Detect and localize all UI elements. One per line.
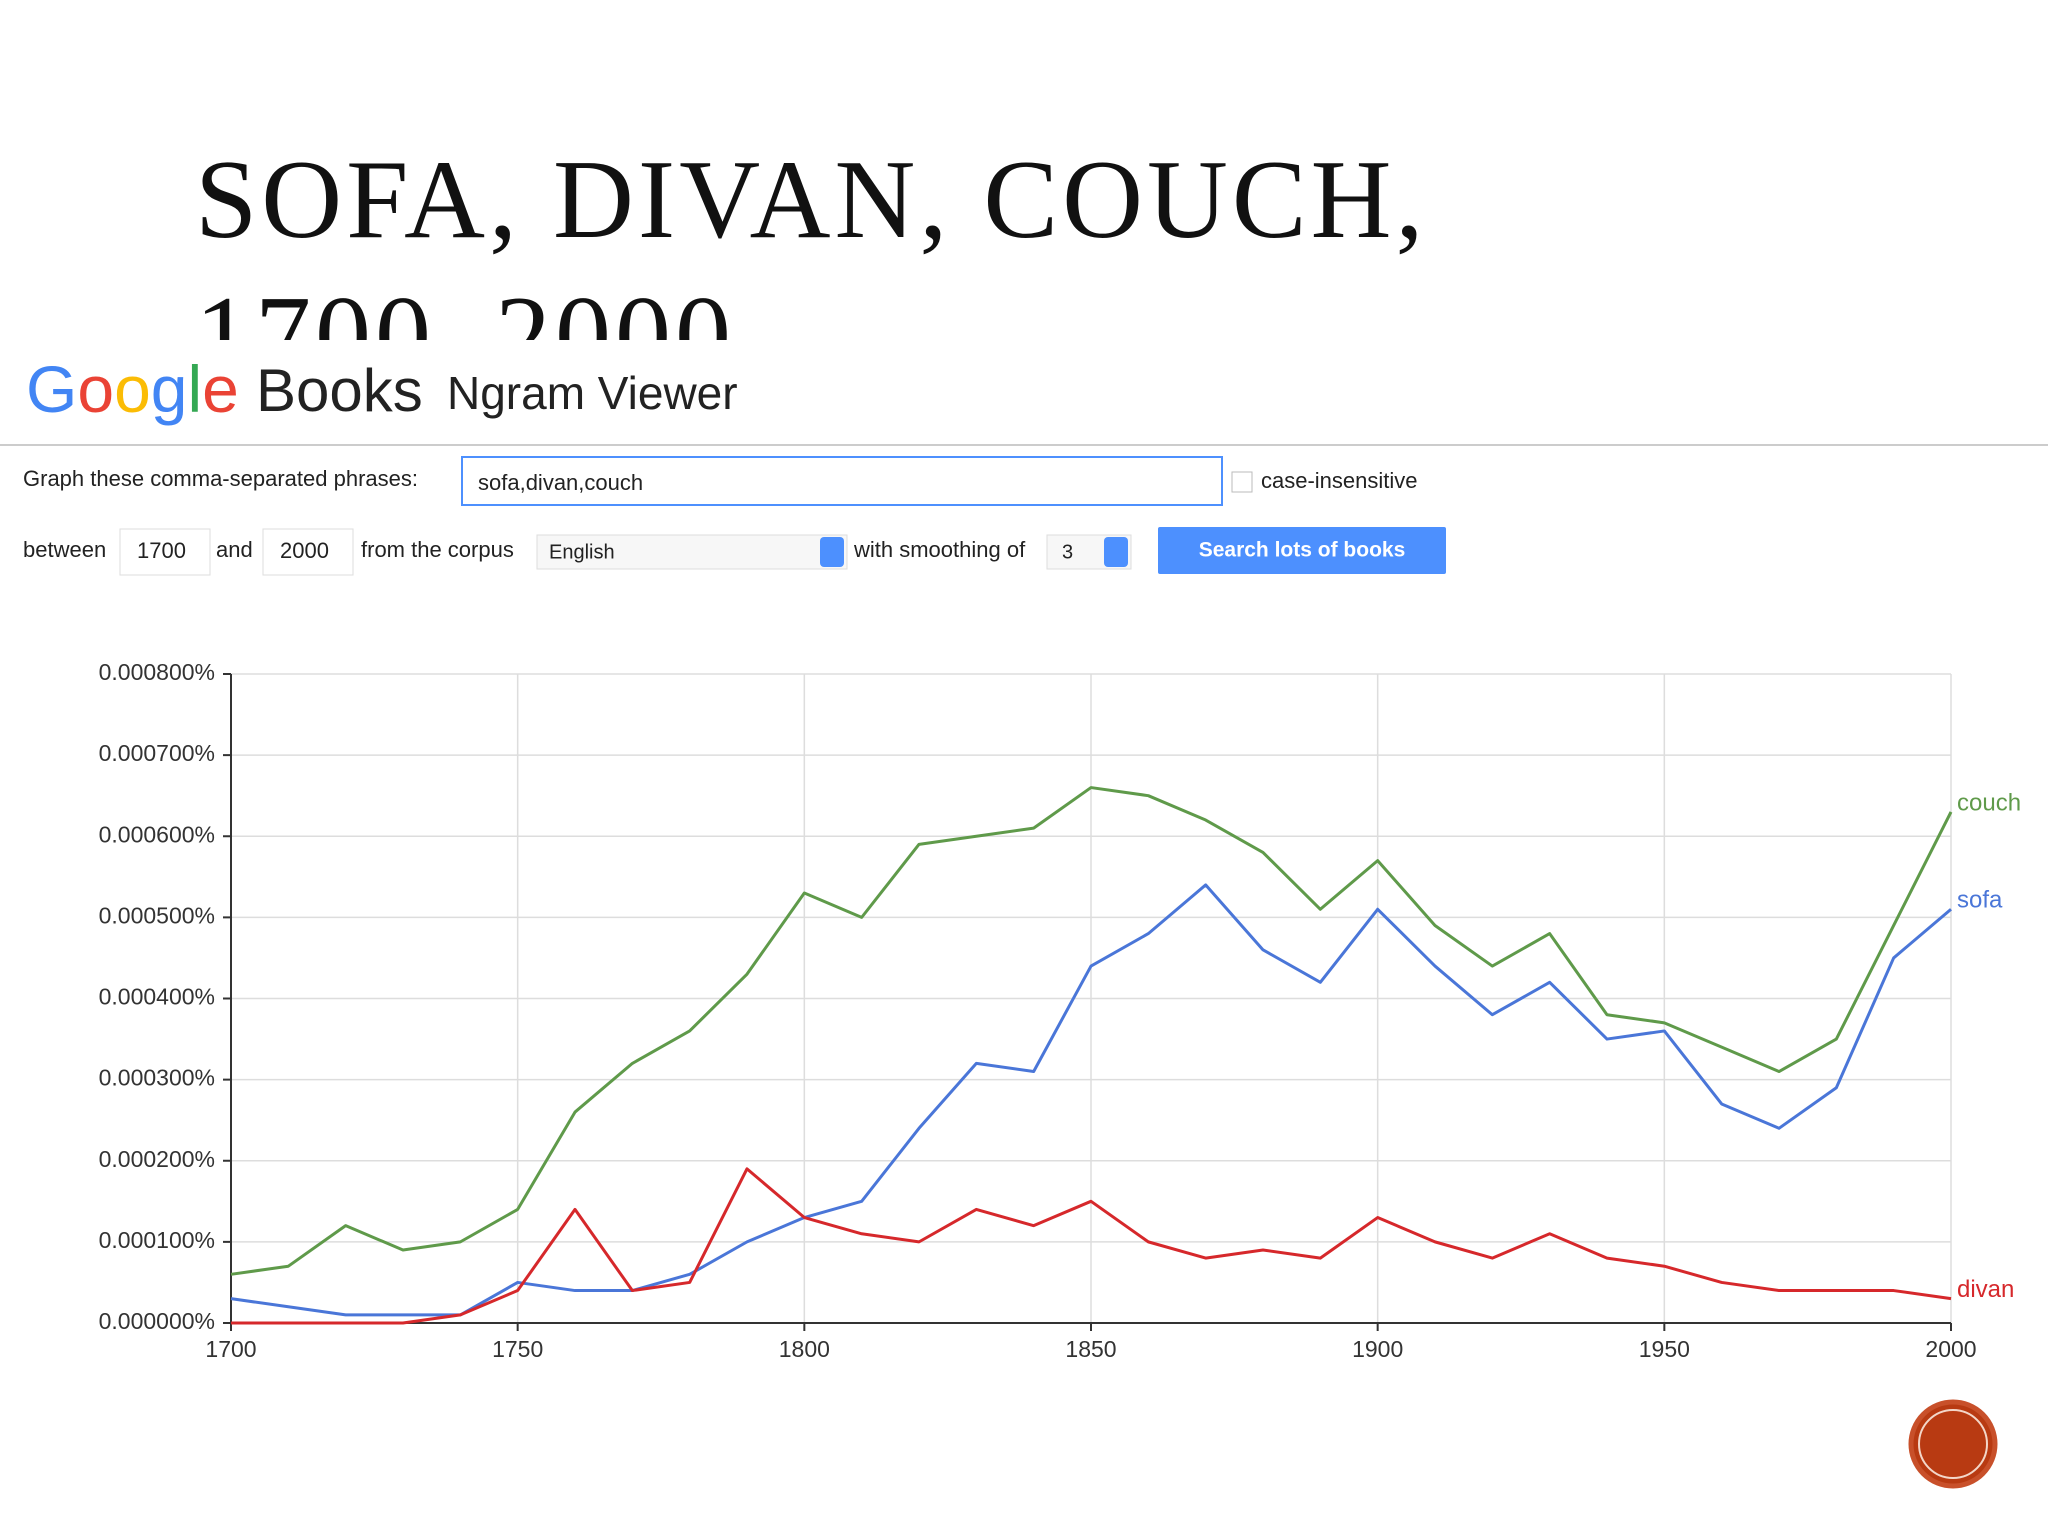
x-tick-label: 1800 (779, 1336, 830, 1362)
x-tick-label: 1750 (492, 1336, 543, 1362)
y-tick-label: 0.000300% (99, 1065, 215, 1091)
case-checkbox[interactable] (1231, 471, 1253, 493)
series-line (230, 786, 1953, 1276)
phrases-value: sofa,divan,couch (478, 470, 643, 495)
x-tick-label: 1950 (1639, 1336, 1690, 1362)
series-line (231, 1167, 1952, 1325)
series-line (230, 883, 1952, 1317)
x-tick-label: 1850 (1065, 1336, 1116, 1362)
phrases-label: Graph these comma-separated phrases: (23, 466, 418, 491)
smoothing-label: with smoothing of (853, 537, 1026, 562)
logo-ngram: Ngram Viewer (447, 367, 738, 419)
smoothing-value: 3 (1062, 541, 1073, 563)
end-input[interactable] (262, 528, 354, 576)
slide-title: SOFA, DIVAN, COUCH, 1700–2000 (195, 138, 1428, 340)
x-tick-label: 1900 (1352, 1336, 1403, 1362)
y-tick-label: 0.000400% (99, 984, 215, 1010)
corpus-select[interactable] (536, 534, 848, 570)
search-button[interactable] (1158, 527, 1446, 574)
series-label: couch (1957, 789, 2021, 816)
series-label: sofa (1957, 887, 2003, 914)
logo-google: Google (26, 352, 239, 426)
y-tick-label: 0.000800% (99, 659, 215, 685)
x-tick-label: 1700 (205, 1336, 256, 1362)
y-tick-label: 0.000500% (99, 902, 215, 928)
logo-books: Books (256, 357, 423, 424)
start-year: 1700 (137, 538, 186, 563)
select-arrow (1104, 537, 1128, 567)
y-tick-label: 0.000700% (99, 740, 215, 766)
y-tick-label: 0.000000% (99, 1308, 215, 1334)
select-arrow (820, 537, 844, 567)
series-label: divan (1957, 1276, 2014, 1303)
nav-button-ring (1918, 1409, 1988, 1479)
between-label: between (23, 537, 106, 562)
start-input[interactable] (119, 528, 211, 576)
corpus-value: English (549, 541, 615, 563)
y-tick-label: 0.000200% (99, 1146, 215, 1172)
and-label: and (216, 537, 253, 562)
end-year: 2000 (280, 538, 329, 563)
case-label: case-insensitive (1261, 468, 1418, 493)
corpus-label: from the corpus (361, 537, 514, 562)
nav-button[interactable] (1908, 1399, 1998, 1489)
chart: 0.000000% 0.000100% 0.000200% 0.000300% 0.00… (99, 659, 2021, 1362)
x-tick-label: 2000 (1925, 1336, 1976, 1362)
y-tick-label: 0.000600% (99, 821, 215, 847)
search-button-label: Search lots of books (1199, 539, 1406, 562)
phrases-input[interactable] (461, 456, 1223, 506)
y-tick-label: 0.000100% (99, 1227, 215, 1253)
